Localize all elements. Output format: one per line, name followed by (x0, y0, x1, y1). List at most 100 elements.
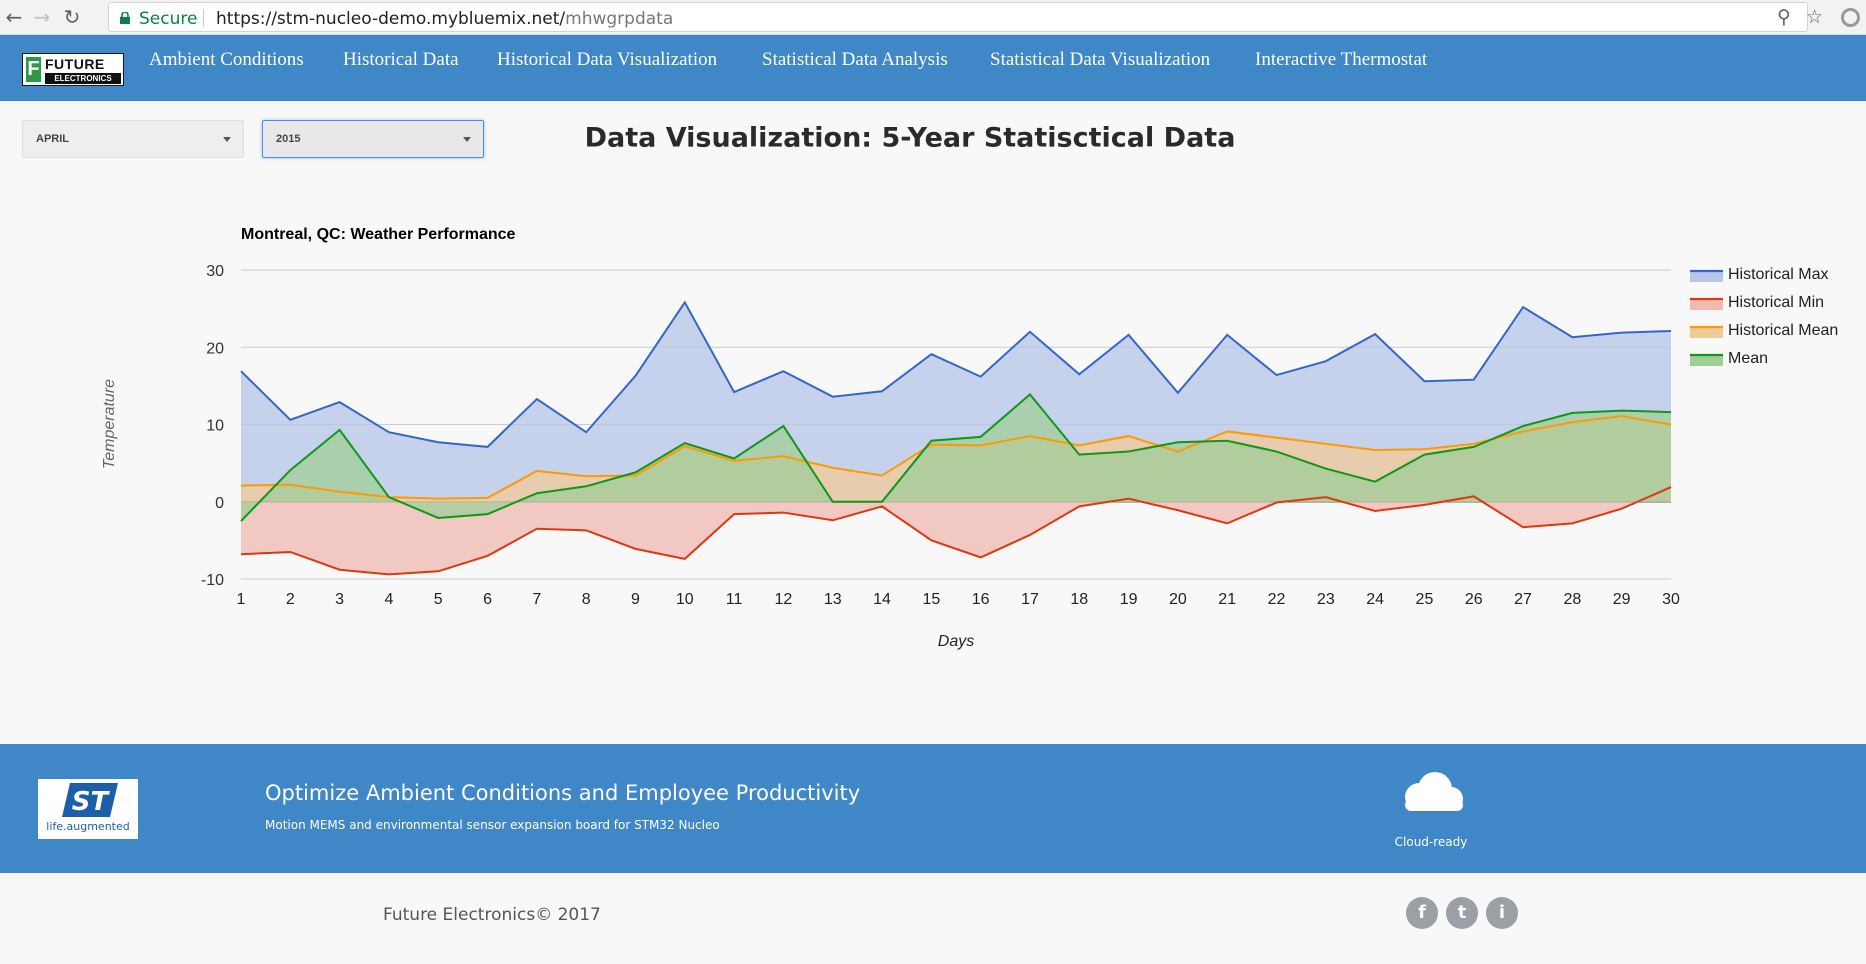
chevron-down-icon (223, 137, 231, 142)
y-axis-label: Temperature (101, 379, 118, 469)
x-tick-label: 22 (1268, 591, 1286, 608)
x-tick-label: 4 (384, 591, 393, 608)
instagram-icon[interactable]: i (1486, 897, 1518, 929)
address-separator (203, 9, 204, 27)
legend-label: Mean (1728, 350, 1768, 367)
nav-historical-data[interactable]: Historical Data (343, 49, 459, 70)
x-tick-label: 25 (1416, 591, 1434, 608)
chart-title: Montreal, QC: Weather Performance (241, 226, 516, 243)
x-tick-label: 6 (483, 591, 492, 608)
x-tick-label: 14 (873, 591, 891, 608)
twitter-icon[interactable]: t (1446, 897, 1478, 929)
zoom-icon[interactable]: ⚲ (1777, 6, 1791, 28)
top-navigation: F FUTURE ELECTRONICS (0, 35, 1866, 101)
nav-ambient-conditions[interactable]: Ambient Conditions (149, 49, 304, 70)
legend-label: Historical Min (1728, 294, 1824, 311)
series-area-1 (241, 487, 1671, 575)
footer-band: ST life.augmented Optimize Ambient Condi… (0, 744, 1866, 873)
month-select[interactable]: APRIL (22, 120, 244, 158)
x-tick-label: 18 (1070, 591, 1088, 608)
svg-text:ST: ST (72, 787, 111, 817)
star-icon[interactable]: ☆ (1806, 6, 1824, 28)
url-text: https://stm-nucleo-demo.mybluemix.net/mh… (216, 9, 673, 29)
x-tick-label: 17 (1021, 591, 1039, 608)
cloud-ready-label: Cloud-ready (1394, 835, 1468, 849)
series-line-3 (240, 392, 1672, 522)
copyright-text: Future Electronics© 2017 (383, 905, 601, 925)
y-tick-label: 20 (206, 340, 224, 357)
logo-line2: ELECTRONICS (45, 73, 121, 84)
extension-icon[interactable] (1841, 8, 1860, 27)
address-bar[interactable]: Secure https://stm-nucleo-demo.mybluemix… (108, 2, 1823, 32)
logo-letter: F (26, 57, 41, 82)
x-tick-label: 30 (1662, 591, 1680, 608)
forward-arrow-icon[interactable]: → (33, 5, 51, 29)
legend-swatch (1690, 271, 1723, 282)
x-tick-label: 8 (582, 591, 591, 608)
y-tick-label: 0 (215, 495, 224, 512)
series-line-2 (240, 414, 1672, 500)
nav-statistical-data-analysis[interactable]: Statistical Data Analysis (762, 49, 948, 70)
x-tick-label: 10 (676, 591, 694, 608)
x-tick-label: 28 (1563, 591, 1581, 608)
back-arrow-icon[interactable]: ← (5, 5, 23, 29)
nav-statistical-data-visualization[interactable]: Statistical Data Visualization (990, 49, 1211, 70)
bottom-footer: Future Electronics© 2017 f t i (0, 873, 1866, 964)
secure-label: Secure (139, 9, 198, 29)
future-electronics-logo[interactable]: F FUTURE ELECTRONICS (22, 53, 124, 86)
year-select-value: 2015 (276, 133, 301, 145)
x-tick-label: 24 (1366, 591, 1384, 608)
legend-swatch (1690, 355, 1723, 366)
x-tick-label: 26 (1465, 591, 1483, 608)
facebook-icon[interactable]: f (1406, 897, 1438, 929)
x-tick-label: 3 (335, 591, 344, 608)
legend-swatch (1690, 299, 1723, 310)
st-tagline: life.augmented (46, 820, 130, 833)
x-tick-label: 15 (922, 591, 940, 608)
x-tick-label: 19 (1120, 591, 1138, 608)
footer-title: Optimize Ambient Conditions and Employee… (265, 781, 861, 805)
url-path: mhwgrpdata (565, 9, 674, 29)
series-line-0 (240, 300, 1672, 448)
y-tick-label: 30 (206, 263, 224, 280)
browser-toolbar: ← → ↻ Secure https://stm-nucleo-demo.myb… (0, 0, 1866, 35)
chart-areas (241, 302, 1671, 575)
chevron-down-icon (463, 137, 471, 142)
y-tick-label: -10 (201, 572, 224, 589)
x-tick-label: 27 (1514, 591, 1532, 608)
year-select[interactable]: 2015 (262, 120, 484, 158)
y-tick-label: 10 (206, 418, 224, 435)
legend-label: Historical Max (1728, 266, 1828, 283)
x-tick-label: 20 (1169, 591, 1187, 608)
x-tick-label: 16 (972, 591, 990, 608)
st-logo-mark-icon: ST (62, 783, 118, 817)
x-tick-label: 7 (532, 591, 541, 608)
cloud-icon (1405, 772, 1463, 811)
reload-icon[interactable]: ↻ (63, 5, 81, 29)
x-tick-label: 13 (824, 591, 842, 608)
nav-historical-data-visualization[interactable]: Historical Data Visualization (497, 49, 718, 70)
x-tick-label: 11 (726, 591, 743, 608)
legend-label: Historical Mean (1728, 322, 1838, 339)
st-logo[interactable]: ST life.augmented (38, 779, 138, 839)
logo-line1: FUTURE (45, 56, 105, 72)
x-tick-label: 2 (286, 591, 295, 608)
x-tick-label: 5 (434, 591, 443, 608)
chart-lines (240, 300, 1672, 576)
series-line-1 (240, 486, 1672, 576)
x-tick-label: 12 (775, 591, 793, 608)
nav-interactive-thermostat[interactable]: Interactive Thermostat (1255, 49, 1428, 70)
x-axis-label: Days (938, 633, 974, 650)
x-tick-label: 29 (1613, 591, 1631, 608)
legend-swatch (1690, 327, 1723, 338)
x-tick-label: 1 (237, 591, 246, 608)
url-host: https://stm-nucleo-demo.mybluemix.net/ (216, 9, 566, 29)
x-tick-label: 21 (1218, 591, 1236, 608)
x-tick-label: 23 (1317, 591, 1335, 608)
series-area-3 (241, 394, 1671, 522)
chart-legend: Historical Max Historical Min Historical M… (1690, 266, 1838, 367)
footer-subtitle: Motion MEMS and environmental sensor exp… (265, 818, 720, 832)
lock-icon (120, 12, 130, 24)
